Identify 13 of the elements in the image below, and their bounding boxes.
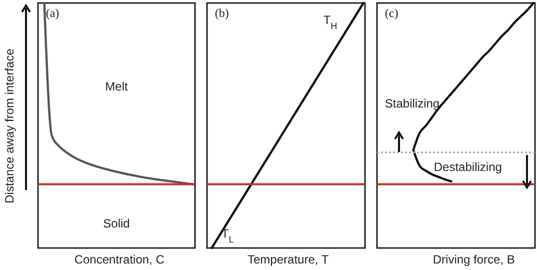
annotation: Destabilizing [434, 160, 502, 174]
annotation: Melt [105, 79, 128, 94]
x-axis-title: Driving force, B [432, 252, 515, 266]
annotation: T$_{H}$ [323, 13, 338, 32]
annotation: (b) [214, 6, 229, 20]
text: (c) [384, 6, 398, 20]
y-axis-title: Distance away from interface [2, 48, 16, 204]
annotation: Stabilizing [384, 96, 440, 110]
annotation: (a) [46, 6, 60, 20]
x-axis-title: Temperature, T [248, 252, 330, 266]
x-axis-title: Concentration, C [74, 252, 165, 266]
annotation: T$_{L}$ [221, 226, 234, 244]
annotation: Solid [103, 216, 130, 230]
